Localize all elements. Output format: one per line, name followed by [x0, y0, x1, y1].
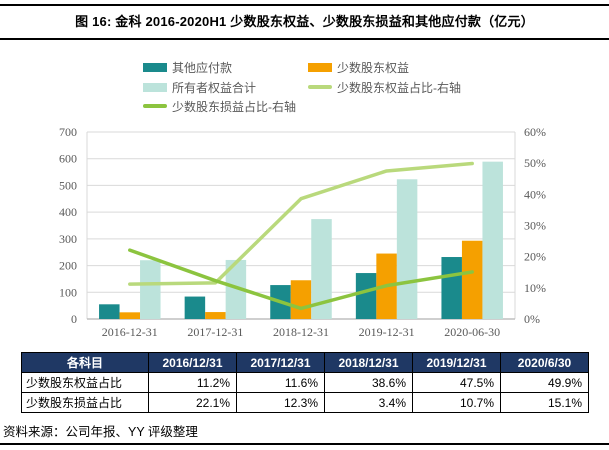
- total-equity-swatch-icon: [143, 82, 167, 92]
- legend-item-minority-profit-ratio: 少数股东损益占比-右轴: [143, 99, 296, 114]
- left-axis-tick: 700: [59, 125, 77, 139]
- bar: [355, 273, 377, 319]
- combo-chart: 0 100 200 300 400 500 600 700 0% 10% 20% 30% 40% 50% 6…: [59, 125, 546, 339]
- minority-profit-ratio-line-swatch-icon: [143, 104, 167, 108]
- left-axis-labels: 0 100 200 300 400 500 600 700: [59, 125, 77, 326]
- right-axis-tick: 10%: [524, 281, 546, 295]
- table-cell: 49.9%: [500, 372, 589, 393]
- bar: [205, 312, 226, 319]
- legend-item-total-equity: 所有者权益合计: [143, 80, 257, 95]
- x-axis-tick: 2016-12-31: [102, 325, 158, 339]
- legend-label: 少数股东权益: [337, 60, 410, 75]
- legend-item-minority-equity: 少数股东权益: [308, 60, 410, 75]
- table-header-cell: 各科目: [21, 352, 149, 373]
- bar: [311, 219, 332, 319]
- left-axis-tick: 200: [59, 259, 77, 273]
- x-axis-tick: 2019-12-31: [359, 325, 415, 339]
- legend-label: 其他应付款: [172, 60, 233, 75]
- top-rule: [0, 4, 609, 6]
- line-series-0: [128, 161, 474, 286]
- right-axis-tick: 50%: [524, 156, 546, 170]
- x-axis-tick: 2018-12-31: [273, 325, 329, 339]
- right-axis-tick: 40%: [524, 187, 546, 201]
- source-note: 资料来源：公司年报、YY 评级整理: [3, 425, 198, 439]
- bar: [225, 259, 247, 319]
- table-cell: 15.1%: [500, 392, 589, 413]
- minority-equity-ratio-line-swatch-icon: [308, 85, 332, 89]
- left-axis-tick: 300: [59, 232, 77, 246]
- table-row: 少数股东损益占比 22.1% 12.3% 3.4% 10.7% 15.1%: [21, 392, 589, 413]
- left-axis-tick: 500: [59, 178, 77, 192]
- bar: [140, 260, 161, 319]
- bar-series-0: [99, 257, 462, 319]
- legend-item-other-payables: 其他应付款: [143, 60, 233, 75]
- table-cell: 11.2%: [148, 372, 237, 393]
- bottom-rule: [0, 443, 609, 445]
- table-cell: 11.6%: [236, 372, 325, 393]
- left-axis-tick: 0: [71, 312, 77, 326]
- bar: [184, 296, 206, 319]
- bar: [99, 304, 120, 319]
- figure-title: 图 16: 金科 2016-2020H1 少数股东权益、少数股东损益和其他应付款…: [75, 14, 534, 29]
- table-header-cell: 2016/12/31: [148, 352, 237, 373]
- legend-item-minority-equity-ratio: 少数股东权益占比-右轴: [308, 80, 461, 95]
- table-cell: 38.6%: [324, 372, 413, 393]
- table-cell: 3.4%: [324, 392, 413, 413]
- right-axis-tick: 30%: [524, 219, 546, 233]
- left-axis-tick: 400: [59, 205, 77, 219]
- legend-label: 所有者权益合计: [172, 80, 257, 95]
- left-axis-tick: 100: [59, 285, 77, 299]
- other-payables-swatch-icon: [143, 62, 167, 72]
- row-label: 少数股东权益占比: [21, 372, 149, 393]
- title-underline-rule: [0, 38, 609, 40]
- left-axis-tick: 600: [59, 152, 77, 166]
- table-cell: 22.1%: [148, 392, 237, 413]
- x-axis-tick: 2020-06-30: [444, 325, 500, 339]
- table-cell: 47.5%: [412, 372, 501, 393]
- bar-series-1: [119, 240, 483, 319]
- table-cell: 10.7%: [412, 392, 501, 413]
- x-axis-tick: 2017-12-31: [187, 325, 243, 339]
- bar: [396, 179, 418, 319]
- row-label: 少数股东损益占比: [21, 392, 149, 413]
- right-axis-tick: 0%: [524, 312, 540, 326]
- legend-label: 少数股东损益占比-右轴: [172, 99, 296, 114]
- right-axis-tick: 20%: [524, 250, 546, 264]
- line-series-1: [128, 248, 474, 311]
- bar: [290, 280, 312, 319]
- table-header-cell: 2019/12/31: [412, 352, 501, 373]
- minority-equity-swatch-icon: [308, 62, 332, 72]
- table-header-row: 各科目 2016/12/31 2017/12/31 2018/12/31 201…: [21, 352, 589, 373]
- bar: [441, 257, 462, 319]
- table-header-cell: 2020/6/30: [500, 352, 589, 373]
- bar: [119, 312, 141, 319]
- bar: [482, 161, 503, 319]
- table-row: 少数股东权益占比 11.2% 11.6% 38.6% 47.5% 49.9%: [21, 372, 589, 393]
- data-table: 各科目 2016/12/31 2017/12/31 2018/12/31 201…: [21, 352, 589, 413]
- right-axis-labels: 0% 10% 20% 30% 40% 50% 60%: [524, 125, 546, 326]
- table-header-cell: 2017/12/31: [236, 352, 325, 373]
- bar: [461, 240, 483, 319]
- legend-label: 少数股东权益占比-右轴: [337, 80, 461, 95]
- x-axis-labels: 2016-12-31 2017-12-31 2018-12-31 2019-12-31…: [102, 325, 500, 339]
- right-axis-tick: 60%: [524, 125, 546, 139]
- table-cell: 12.3%: [236, 392, 325, 413]
- table-header-cell: 2018/12/31: [324, 352, 413, 373]
